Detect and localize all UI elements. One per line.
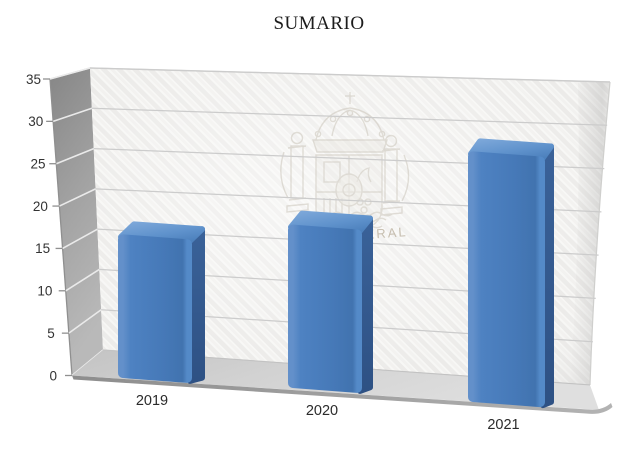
back-wall-curl-shade [570,81,610,385]
gridline-side [59,188,96,207]
gridline-back [91,107,608,126]
x-axis-label: 2019 [136,393,168,409]
y-axis-label: 30 [28,114,43,129]
y-axis-label: 20 [33,199,48,214]
gridline-side [52,107,93,123]
chart-title: SUMARIO [273,13,365,34]
bar-2019 [118,221,205,384]
y-axis-label: 15 [35,241,50,256]
watermark-text: ERAL [365,224,408,242]
gridline-back [89,67,611,83]
wall-right-edge [589,81,611,386]
gridline-side [49,67,91,80]
side-wall [50,68,103,376]
bar-front-face [118,234,192,383]
gridline-side [62,228,98,250]
bar-2020 [288,210,373,394]
gridline-side [55,147,95,165]
bar-2021 [468,138,554,409]
x-axis-labels: 2019 2020 2021 [136,393,520,433]
y-axis-label: 0 [49,368,57,383]
gridline-side [68,309,102,334]
y-axis-label: 25 [31,157,46,172]
x-axis-label: 2020 [306,403,338,419]
floor-front-rim [72,375,613,414]
y-axis-label: 5 [47,326,55,341]
axis-front-edge [49,78,73,376]
bars [118,138,554,409]
bar-front-face [288,224,362,393]
y-axis-label: 10 [37,284,52,299]
y-axis: 0 5 10 15 20 25 30 35 [26,72,72,383]
bar-front-face [468,151,545,408]
y-axis-label: 35 [26,72,41,87]
x-axis-label: 2021 [487,417,519,433]
gridline-side [65,268,100,292]
